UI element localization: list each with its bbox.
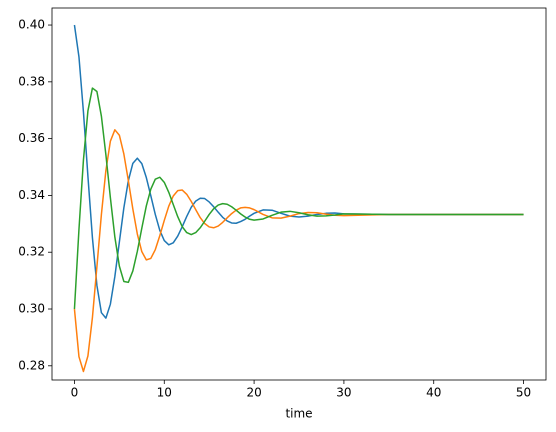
x-tick-label: 0: [71, 386, 79, 400]
x-axis-label: time: [285, 407, 312, 421]
line-series: [73, 24, 524, 319]
x-tick-label: 20: [246, 386, 261, 400]
y-tick-label: 0.40: [18, 18, 45, 32]
line-series: [73, 129, 524, 373]
x-tick-label: 10: [157, 386, 172, 400]
x-tick-label: 40: [426, 386, 441, 400]
y-tick-label: 0.32: [18, 245, 45, 259]
y-tick-label: 0.30: [18, 302, 45, 316]
y-tick-label: 0.38: [18, 74, 45, 88]
y-tick-label: 0.36: [18, 131, 45, 145]
x-tick-label: 30: [336, 386, 351, 400]
x-tick-label: 50: [516, 386, 531, 400]
axes-frame: [51, 7, 547, 381]
y-tick-label: 0.28: [18, 358, 45, 372]
y-tick-label: 0.34: [18, 188, 45, 202]
line-series: [73, 87, 524, 310]
plot-area: [52, 8, 546, 380]
